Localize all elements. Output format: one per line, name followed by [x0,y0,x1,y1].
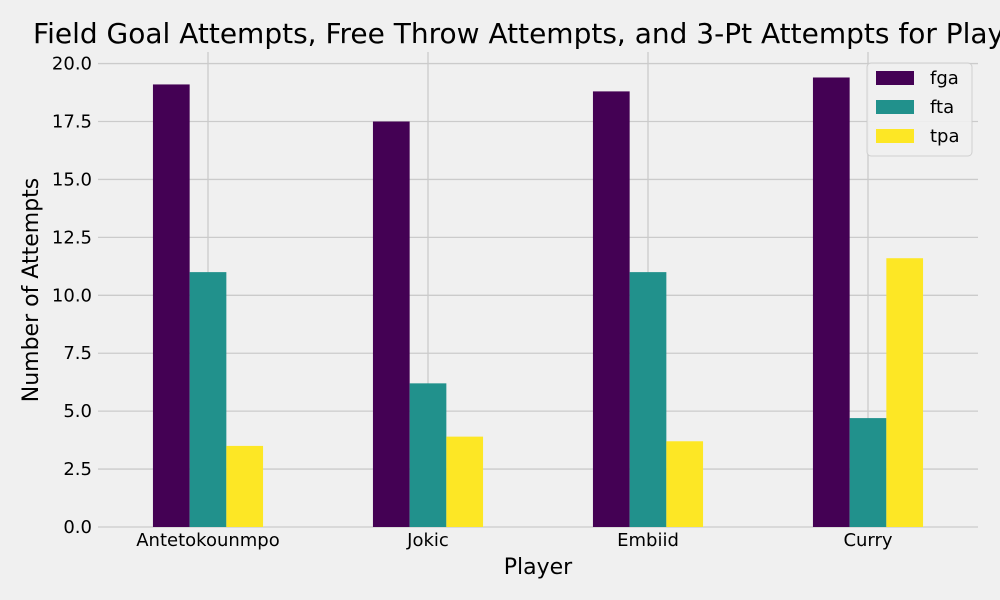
x-axis-title: Player [504,555,573,580]
legend-label-fga: fga [930,68,959,89]
bar-fga [372,121,410,527]
bar-fga [152,84,190,527]
legend: fga fta tpa [866,62,973,157]
bar-tpa [226,445,264,527]
x-tick-label: Jokic [406,530,449,551]
legend-label-tpa: tpa [930,126,960,147]
y-tick-label: 17.5 [52,112,92,133]
y-tick-label: 20.0 [52,54,92,75]
bar-fta [849,418,887,527]
y-tick-label: 10.0 [52,285,92,306]
bars [152,77,924,528]
x-tick-label: Curry [843,530,892,551]
legend-swatch-tpa [876,129,914,143]
legend-swatch-fga [876,71,914,85]
bar-tpa [446,436,484,527]
legend-swatch-fta [876,100,914,114]
x-tick-label: Embiid [617,530,679,551]
bar-fga [592,91,630,527]
bar-fta [629,272,667,527]
bar-fta [189,272,227,527]
y-axis-title: Number of Attempts [19,178,44,403]
bar-fta [409,383,447,527]
y-tick-label: 15.0 [52,169,92,190]
y-tick-label: 2.5 [63,459,92,480]
x-tick-label: Antetokounmpo [136,530,280,551]
bar-fga [812,77,850,528]
y-tick-labels: 0.0 2.5 5.0 7.5 10.0 12.5 15.0 17.5 20.0 [52,54,92,538]
y-tick-label: 7.5 [63,343,92,364]
y-tick-label: 0.0 [63,517,92,538]
x-tick-labels: Antetokounmpo Jokic Embiid Curry [136,530,893,551]
chart-title: Field Goal Attempts, Free Throw Attempts… [33,17,1000,50]
legend-label-fta: fta [930,97,954,118]
bar-tpa [666,441,704,527]
y-tick-label: 12.5 [52,227,92,248]
y-tick-label: 5.0 [63,401,92,422]
bar-tpa [886,258,924,527]
